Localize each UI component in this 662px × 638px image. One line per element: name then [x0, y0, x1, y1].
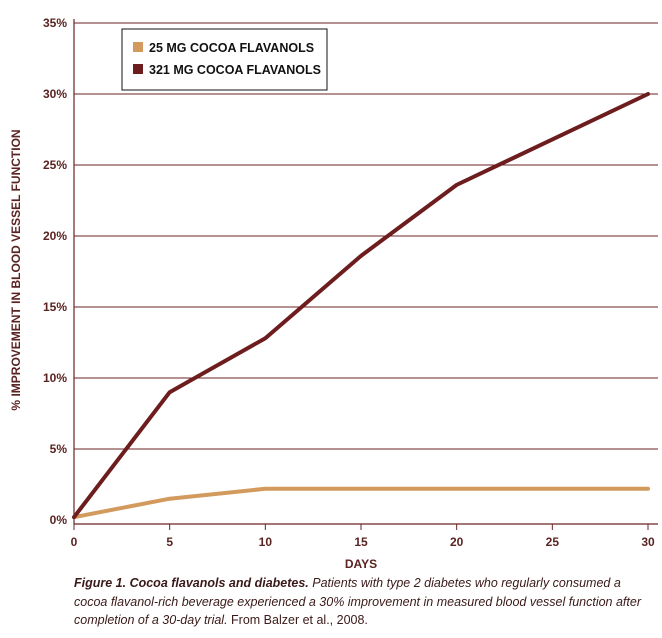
axes — [73, 19, 658, 530]
y-tick-label: 25% — [43, 158, 67, 172]
line-chart: 0% 5% 10% 15% 20% 25% 30% 35% 0 5 10 15 20 25 30 DAYS… — [9, 16, 658, 570]
y-axis-label: % IMPROVEMENT IN BLOOD VESSEL FUNCTION — [9, 129, 23, 410]
legend-swatch-25mg — [133, 42, 143, 52]
legend-box — [121, 28, 328, 91]
caption-title: Figure 1. Cocoa flavanols and diabetes. — [74, 576, 309, 590]
x-tick-label: 30 — [641, 535, 655, 549]
x-tick-label: 10 — [259, 535, 273, 549]
x-tick-label: 0 — [71, 535, 78, 549]
caption-source: From Balzer et al., 2008. — [227, 613, 368, 627]
series-line-1 — [72, 92, 650, 520]
y-tick-label: 30% — [43, 87, 67, 101]
figure-caption: Figure 1. Cocoa flavanols and diabetes. … — [74, 574, 654, 630]
x-tick-label: 25 — [546, 535, 560, 549]
y-tick-label: 35% — [43, 16, 67, 30]
x-tick-label: 5 — [166, 535, 173, 549]
legend-label-25mg: 25 MG COCOA FLAVANOLS — [149, 41, 314, 55]
gridlines — [74, 22, 658, 450]
x-axis-label: DAYS — [345, 557, 377, 570]
y-tick-label: 10% — [43, 371, 67, 385]
series-line-0 — [72, 486, 650, 520]
caption-body: Patients with type 2 diabetes who regula… — [74, 576, 641, 627]
y-tick-label: 20% — [43, 229, 67, 243]
legend: 25 MG COCOA FLAVANOLS 321 MG COCOA FLAVA… — [121, 28, 328, 91]
y-tick-label: 15% — [43, 300, 67, 314]
legend-label-321mg: 321 MG COCOA FLAVANOLS — [149, 63, 321, 77]
x-tick-label: 15 — [354, 535, 368, 549]
y-tick-label: 5% — [50, 442, 68, 456]
legend-swatch-321mg — [133, 64, 143, 74]
y-tick-labels: 0% 5% 10% 15% 20% 25% 30% 35% — [43, 16, 67, 527]
series-lines — [72, 92, 650, 520]
y-tick-label: 0% — [50, 513, 68, 527]
x-tick-labels: 0 5 10 15 20 25 30 — [71, 535, 655, 549]
x-tick-label: 20 — [450, 535, 464, 549]
